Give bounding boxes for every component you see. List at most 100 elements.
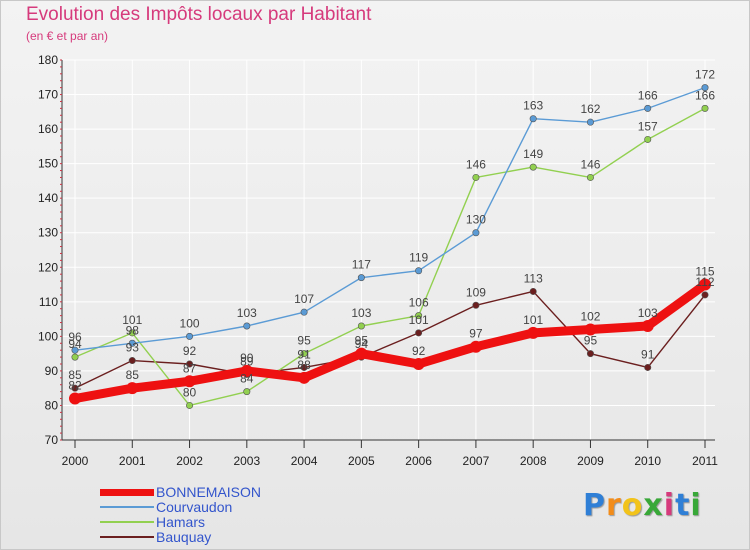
data-label-courvaudon: 98 [126, 323, 140, 337]
x-tick-label: 2007 [463, 454, 490, 468]
data-point-bauquay [644, 363, 652, 371]
data-point-hamars [357, 322, 365, 330]
x-tick-label: 2006 [405, 454, 432, 468]
data-point-bonnemaison [183, 375, 196, 388]
logo-letter: i [663, 488, 676, 523]
data-label-bauquay: 91 [641, 347, 655, 361]
data-label-hamars: 166 [695, 88, 715, 102]
data-label-bonnemaison: 101 [523, 313, 543, 327]
logo-letter: o [621, 488, 644, 523]
data-label-courvaudon: 103 [237, 306, 257, 320]
data-label-hamars: 149 [523, 147, 543, 161]
logo-letter: t [675, 488, 691, 523]
data-point-courvaudon [529, 115, 537, 123]
legend-label-hamars: Hamars [156, 514, 206, 530]
y-tick-label: 150 [38, 157, 58, 171]
data-point-bonnemaison [527, 326, 540, 339]
y-tick-label: 120 [38, 260, 58, 274]
data-label-hamars: 146 [466, 157, 486, 171]
series-line-bonnemaison [70, 280, 710, 404]
data-point-courvaudon [415, 267, 423, 275]
data-label-hamars: 95 [297, 334, 311, 348]
data-point-hamars [300, 350, 308, 358]
series-lines [69, 84, 711, 409]
data-label-bonnemaison: 87 [183, 361, 197, 375]
chart-title: Evolution des Impôts locaux par Habitant [26, 4, 372, 25]
legend-swatch-bonnemaison [100, 489, 154, 496]
data-point-bonnemaison [355, 347, 368, 360]
x-tick-label: 2003 [233, 454, 260, 468]
y-tick-label: 80 [45, 398, 59, 412]
series-line-hamars [74, 107, 706, 407]
legend-swatch-courvaudon [100, 506, 154, 508]
legend-swatch-hamars [100, 521, 154, 523]
series-line-bauquay [74, 290, 706, 389]
data-point-bauquay [701, 291, 709, 299]
x-tick-label: 2011 [692, 454, 718, 468]
x-tick-label: 2009 [577, 454, 604, 468]
data-label-bonnemaison: 102 [580, 309, 600, 323]
legend-label-bonnemaison: BONNEMAISON [156, 484, 262, 500]
data-label-bauquay: 92 [183, 344, 197, 358]
data-label-hamars: 101 [122, 313, 142, 327]
y-tick-label: 130 [38, 226, 58, 240]
data-point-hamars [644, 135, 652, 143]
data-label-courvaudon: 107 [294, 292, 314, 306]
y-tick-label: 110 [39, 295, 58, 309]
y-tick-label: 180 [38, 53, 58, 67]
x-tick-label: 2002 [176, 454, 203, 468]
data-label-courvaudon: 96 [68, 330, 82, 344]
data-label-courvaudon: 130 [466, 213, 486, 227]
data-point-bonnemaison [69, 392, 81, 405]
data-label-courvaudon: 163 [523, 99, 543, 113]
data-point-hamars [71, 353, 79, 361]
data-point-hamars [415, 312, 423, 320]
data-label-bauquay: 89 [240, 354, 254, 368]
y-tick-label: 170 [38, 88, 58, 102]
data-point-courvaudon [357, 274, 365, 282]
data-point-bonnemaison [469, 340, 482, 353]
x-tick-label: 2004 [291, 454, 318, 468]
data-label-courvaudon: 162 [580, 102, 600, 116]
data-label-hamars: 94 [68, 337, 82, 351]
data-point-courvaudon [243, 322, 251, 330]
data-point-bonnemaison [641, 320, 654, 332]
data-point-courvaudon [300, 308, 308, 316]
data-point-bauquay [472, 301, 480, 309]
data-point-courvaudon [128, 339, 136, 347]
data-label-bonnemaison: 85 [126, 368, 140, 382]
data-point-hamars [243, 388, 251, 396]
data-point-courvaudon [472, 229, 480, 237]
data-label-bauquay: 95 [584, 334, 598, 348]
y-tick-label: 90 [45, 364, 59, 378]
x-tick-label: 2005 [348, 454, 375, 468]
chart-axes: 70 80 90 100 110 120 130 140 150 160 170 180 2000 200… [38, 53, 718, 468]
data-label-courvaudon: 172 [695, 68, 715, 82]
y-tick-label: 140 [38, 191, 58, 205]
data-label-bonnemaison: 103 [638, 306, 658, 320]
legend-swatch-bauquay [100, 536, 154, 538]
logo-letter: x [643, 488, 664, 523]
logo-letter: i [690, 488, 702, 523]
data-point-hamars [586, 173, 594, 181]
y-tick-label: 160 [38, 122, 58, 136]
y-tick-label: 100 [38, 329, 58, 343]
data-point-courvaudon [71, 346, 79, 354]
logo-letter: P [583, 488, 606, 523]
data-point-bauquay [586, 350, 594, 358]
data-point-bonnemaison [298, 371, 311, 384]
data-label-hamars: 103 [351, 306, 371, 320]
chart-subtitle: (en € et par an) [26, 29, 109, 43]
data-point-hamars [128, 329, 136, 337]
data-label-hamars: 84 [240, 372, 254, 386]
data-label-courvaudon: 119 [409, 251, 428, 265]
data-point-bauquay [529, 287, 537, 295]
data-label-bonnemaison: 115 [695, 265, 714, 279]
y-tick-label: 70 [45, 433, 59, 447]
data-point-bonnemaison [584, 323, 597, 336]
data-label-bonnemaison: 97 [469, 327, 483, 341]
data-label-bauquay: 109 [466, 285, 486, 299]
